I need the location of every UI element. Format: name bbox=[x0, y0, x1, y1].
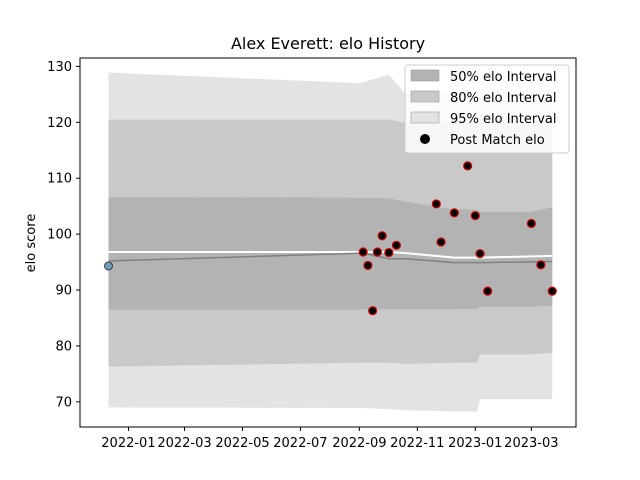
y-tick-label: 110 bbox=[47, 172, 72, 187]
legend-marker bbox=[420, 134, 430, 144]
post-match-elo-point bbox=[384, 247, 394, 258]
y-axis-label: elo score bbox=[24, 214, 39, 273]
x-tick-label: 2022-09 bbox=[332, 436, 386, 451]
y-tick-label: 100 bbox=[47, 228, 72, 243]
y-tick-label: 80 bbox=[55, 339, 72, 354]
post-match-elo-point bbox=[536, 260, 546, 270]
x-tick-label: 2022-11 bbox=[390, 436, 444, 451]
x-tick-label: 2022-05 bbox=[215, 436, 269, 451]
post-match-elo-point bbox=[475, 249, 485, 259]
legend-box bbox=[404, 64, 570, 154]
axes-layer: 70 80 90 100 110 120 130 2022-01 2022-03 2022-05 2… bbox=[47, 60, 558, 451]
post-match-elo-point bbox=[377, 231, 387, 241]
legend-label: 50% elo Interval bbox=[450, 70, 557, 85]
x-tick-label: 2023-03 bbox=[504, 436, 558, 451]
chart-title: Alex Everett: elo History bbox=[231, 34, 425, 53]
post-match-elo-point bbox=[463, 161, 473, 171]
post-match-elo-point bbox=[372, 247, 383, 257]
y-tick-label: 90 bbox=[55, 284, 72, 299]
post-match-elo-point bbox=[526, 218, 536, 229]
post-match-elo-point bbox=[368, 306, 378, 316]
x-tick-label: 2023-01 bbox=[448, 436, 502, 451]
post-match-elo-point bbox=[483, 286, 493, 296]
post-match-elo-point bbox=[470, 211, 480, 221]
legend-label: 95% elo Interval bbox=[450, 112, 557, 127]
y-tick-label: 120 bbox=[47, 116, 72, 131]
post-match-elo-point bbox=[547, 286, 557, 296]
post-match-elo-point bbox=[431, 199, 441, 209]
post-match-elo-point bbox=[391, 240, 402, 250]
post-match-elo-point bbox=[436, 237, 446, 247]
y-tick-label: 70 bbox=[55, 395, 72, 410]
post-match-elo-point bbox=[358, 247, 368, 257]
initial-elo-point bbox=[104, 261, 114, 271]
legend-swatch bbox=[410, 90, 440, 103]
x-tick-label: 2022-03 bbox=[157, 436, 211, 451]
x-tick-label: 2022-01 bbox=[101, 436, 155, 451]
x-tick-label: 2022-07 bbox=[273, 436, 327, 451]
post-match-elo-point bbox=[449, 208, 459, 218]
legend-label: 80% elo Interval bbox=[450, 91, 557, 106]
legend-label: Post Match elo bbox=[450, 133, 545, 148]
legend-swatch bbox=[410, 69, 440, 82]
post-match-elo-point bbox=[363, 260, 373, 271]
y-tick-label: 130 bbox=[47, 60, 72, 75]
legend: 50% elo Interval 80% elo Interval 95% elo … bbox=[404, 64, 570, 154]
plot-frame bbox=[79, 57, 577, 428]
legend-swatch bbox=[410, 111, 440, 124]
plot-layer bbox=[104, 72, 557, 412]
